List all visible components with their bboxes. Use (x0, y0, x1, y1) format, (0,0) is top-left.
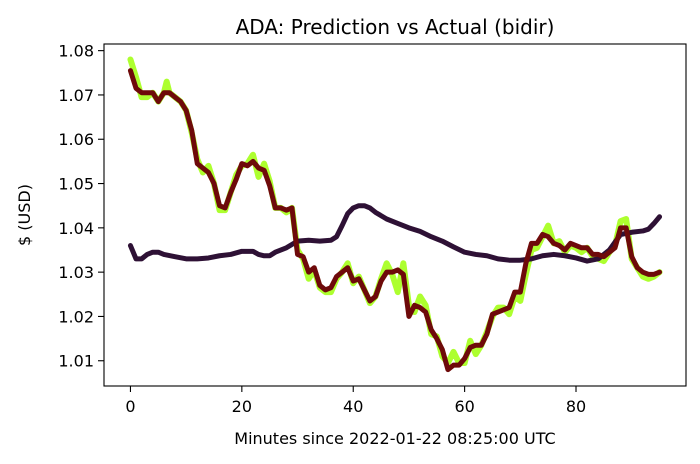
x-axis-ticks: 0 20 40 60 80 (125, 386, 586, 416)
chart-title: ADA: Prediction vs Actual (bidir) (236, 15, 555, 39)
x-tick-label: 80 (566, 397, 586, 416)
y-axis-ticks: 1.01 1.02 1.03 1.04 1.05 1.06 1.07 1.08 (58, 42, 104, 371)
plot-frame (103, 43, 687, 387)
y-tick-label: 1.04 (58, 219, 94, 238)
y-tick-label: 1.07 (58, 86, 94, 105)
x-tick-label: 0 (125, 397, 135, 416)
y-tick-label: 1.05 (58, 175, 94, 194)
x-tick-label: 60 (454, 397, 474, 416)
series-line-2 (127, 203, 663, 264)
x-tick-label: 40 (343, 397, 363, 416)
x-tick-label: 20 (232, 397, 252, 416)
y-tick-label: 1.03 (58, 263, 94, 282)
y-tick-label: 1.02 (58, 307, 94, 326)
series-layer (127, 56, 663, 373)
x-axis-label: Minutes since 2022-01-22 08:25:00 UTC (234, 429, 555, 448)
y-tick-label: 1.01 (58, 352, 94, 371)
series-line-3 (127, 68, 663, 373)
y-tick-label: 1.08 (58, 42, 94, 61)
y-axis-label: $ (USD) (15, 184, 34, 246)
y-tick-label: 1.06 (58, 130, 94, 149)
